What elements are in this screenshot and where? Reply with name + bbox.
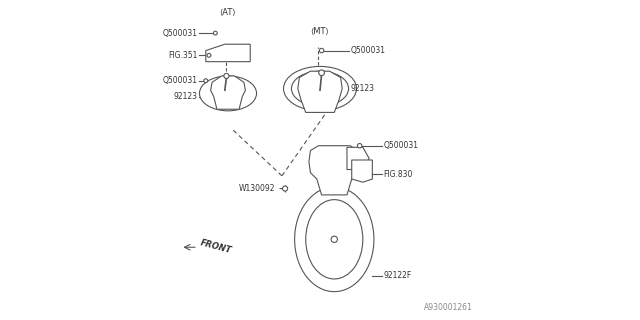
Polygon shape (298, 71, 342, 112)
Text: Q500031: Q500031 (350, 46, 385, 55)
Polygon shape (211, 76, 246, 109)
Text: 92123: 92123 (174, 92, 198, 101)
Text: ⟨MT⟩: ⟨MT⟩ (310, 27, 330, 36)
Circle shape (224, 73, 229, 78)
Text: 92122F: 92122F (383, 271, 412, 280)
Text: FRONT: FRONT (200, 239, 233, 256)
Circle shape (213, 31, 217, 35)
Circle shape (207, 53, 211, 57)
Text: W130092: W130092 (239, 184, 276, 193)
Text: 92123: 92123 (350, 84, 374, 93)
Circle shape (204, 79, 208, 83)
Polygon shape (352, 160, 372, 182)
Polygon shape (309, 146, 360, 195)
Text: FIG.351: FIG.351 (168, 51, 198, 60)
Ellipse shape (200, 76, 257, 111)
Circle shape (331, 236, 337, 243)
Circle shape (319, 70, 324, 76)
Circle shape (319, 48, 324, 53)
Ellipse shape (306, 200, 363, 279)
Text: FIG.830: FIG.830 (383, 170, 413, 179)
Circle shape (357, 143, 362, 148)
Text: ⟨AT⟩: ⟨AT⟩ (220, 8, 236, 17)
Text: A930001261: A930001261 (424, 303, 472, 312)
Circle shape (283, 186, 287, 191)
Text: Q500031: Q500031 (163, 28, 198, 38)
Ellipse shape (284, 67, 356, 111)
Polygon shape (347, 147, 369, 170)
Ellipse shape (294, 187, 374, 292)
Polygon shape (206, 44, 250, 62)
Ellipse shape (291, 71, 349, 106)
Text: Q500031: Q500031 (383, 141, 419, 150)
Text: Q500031: Q500031 (163, 76, 198, 85)
